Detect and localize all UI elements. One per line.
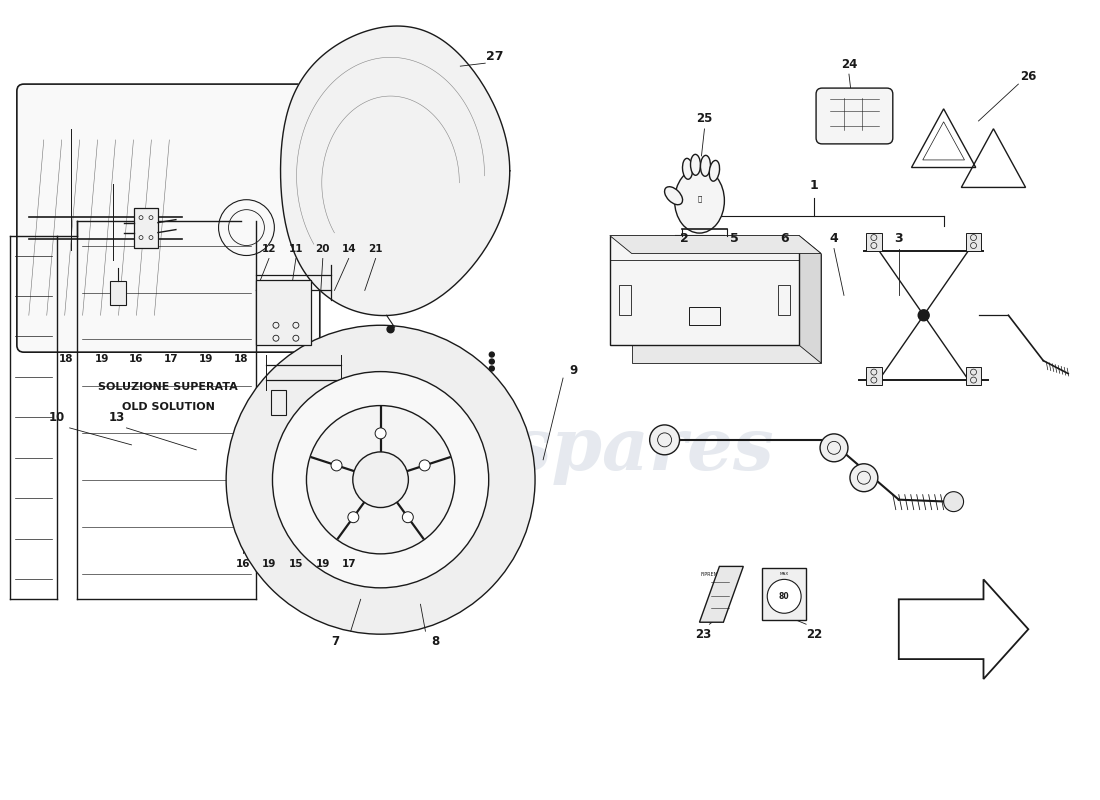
Circle shape [353,452,408,507]
Bar [609,235,799,345]
Circle shape [331,460,342,471]
Bar [866,367,882,385]
Bar [271,390,286,415]
Text: 14: 14 [341,243,356,254]
Text: 8: 8 [431,634,440,648]
Circle shape [348,512,359,522]
Ellipse shape [701,155,711,176]
Text: 24: 24 [840,58,857,70]
Circle shape [767,579,801,614]
Text: 16: 16 [235,559,251,570]
Ellipse shape [710,161,719,181]
Text: 19: 19 [316,559,330,570]
Text: 7: 7 [332,634,340,648]
Bar [966,233,981,250]
Circle shape [403,512,414,522]
Circle shape [490,359,494,364]
Text: 1: 1 [810,179,818,192]
Text: eurospares: eurospares [327,414,773,486]
Text: 19: 19 [262,559,276,570]
Text: 25: 25 [696,113,713,126]
Text: 10: 10 [48,411,65,425]
Text: 80: 80 [779,592,790,601]
Text: 18: 18 [58,354,73,364]
Circle shape [375,428,386,439]
Bar [110,282,126,306]
FancyBboxPatch shape [816,88,893,144]
Circle shape [918,310,930,321]
Text: 6: 6 [780,232,789,245]
Bar [619,286,630,315]
Circle shape [490,366,494,371]
Text: 19: 19 [199,354,213,364]
Circle shape [944,492,964,512]
Text: 19: 19 [95,354,109,364]
Ellipse shape [682,158,693,179]
Bar [966,367,981,385]
Text: 16: 16 [129,354,144,364]
Text: 4: 4 [829,232,838,245]
Circle shape [227,326,535,634]
Text: 23: 23 [695,628,712,641]
Bar [762,569,806,620]
Text: 🐎: 🐎 [697,195,702,202]
Text: 17: 17 [341,559,356,570]
Circle shape [650,425,680,455]
Circle shape [490,352,494,357]
Text: 15: 15 [288,559,304,570]
Text: 20: 20 [316,243,330,254]
Circle shape [850,464,878,492]
Bar [778,286,790,315]
Text: FIPREN: FIPREN [701,572,718,577]
Text: 13: 13 [109,411,124,425]
Bar [866,233,882,250]
Polygon shape [799,235,821,363]
Text: OLD SOLUTION: OLD SOLUTION [122,402,214,412]
Text: 26: 26 [1020,70,1036,82]
Text: 21: 21 [368,243,383,254]
Ellipse shape [674,168,725,233]
Text: 3: 3 [894,232,903,245]
Text: 12: 12 [262,243,276,254]
Text: 2: 2 [680,232,689,245]
Text: 27: 27 [486,50,504,62]
Text: SOLUZIONE SUPERATA: SOLUZIONE SUPERATA [99,382,239,392]
Circle shape [273,371,488,588]
Bar [690,307,719,326]
Text: 17: 17 [164,354,178,364]
Ellipse shape [691,154,701,175]
Text: 5: 5 [730,232,739,245]
Text: 9: 9 [569,364,578,377]
Circle shape [307,406,454,554]
Circle shape [387,326,394,333]
Polygon shape [280,26,509,315]
FancyBboxPatch shape [16,84,320,352]
Circle shape [419,460,430,471]
Ellipse shape [664,186,683,205]
Bar [134,208,158,247]
Text: MAX: MAX [780,572,789,576]
Polygon shape [700,566,744,622]
Text: 22: 22 [806,628,822,641]
Text: 11: 11 [288,243,304,254]
Circle shape [821,434,848,462]
Polygon shape [609,235,821,254]
Polygon shape [631,254,821,363]
Bar [256,281,311,345]
Text: 18: 18 [234,354,249,364]
